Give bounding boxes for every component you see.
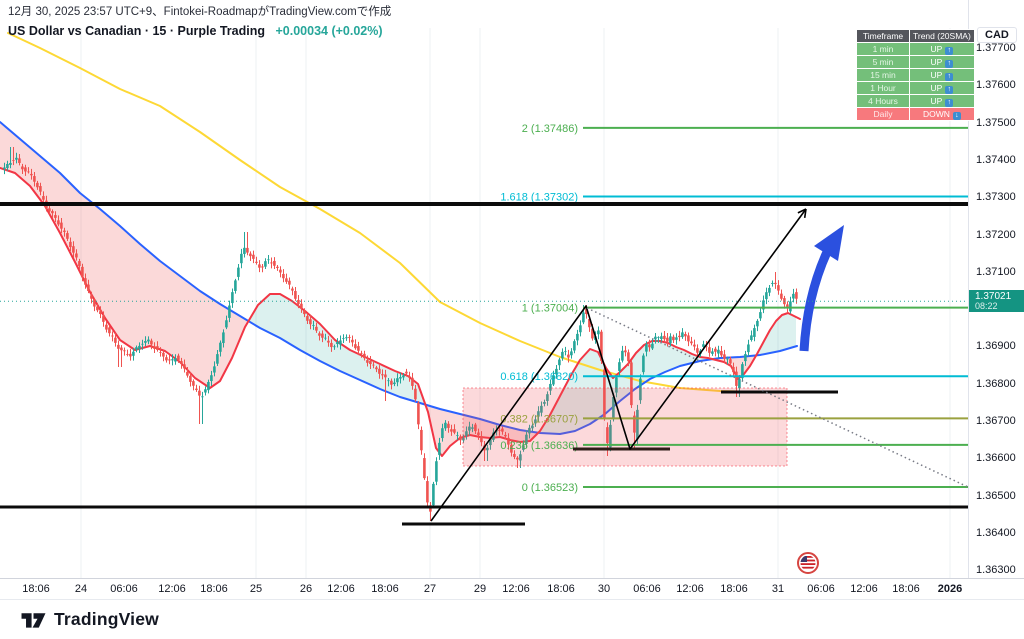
symbol-header: US Dollar vs Canadian · 15 · Purple Trad… [8, 24, 383, 38]
time-axis-label: 12:06 [158, 583, 186, 595]
trend-cell: DOWN ↓ [909, 107, 975, 121]
ma-mid-blue-line [0, 121, 798, 435]
time-axis-label: 06:06 [633, 583, 661, 595]
trend-table-header-row: Timeframe Trend (20SMA) [856, 29, 975, 43]
economic-event-icon [797, 552, 819, 574]
up-arrow-icon: ↑ [945, 60, 954, 68]
time-axis[interactable]: 18:06 24 06:06 12:06 18:06 25 26 12:06 18:06 27 29… [0, 578, 1024, 600]
timeframe-cell: Daily [856, 107, 910, 121]
currency-label: CAD [977, 27, 1017, 43]
moving-averages [0, 32, 803, 457]
price-axis-label: 1.36400 [976, 526, 1016, 539]
time-axis-label: 30 [597, 583, 611, 595]
up-arrow-icon: ↑ [945, 99, 954, 107]
time-axis-label: 24 [74, 583, 88, 595]
bar-countdown: 08:22 [975, 301, 998, 312]
time-axis-label: 18:06 [200, 583, 228, 595]
price-axis-label: 1.37700 [976, 42, 1016, 54]
fib-level-label: 2 (1.37486) [522, 123, 578, 135]
time-axis-label: 29 [473, 583, 487, 595]
trend-table-row: Daily DOWN ↓ [856, 107, 975, 121]
timeframe-cell: 1 Hour [856, 81, 910, 95]
timeframe-cell: 4 Hours [856, 94, 910, 108]
time-axis-label: 18:06 [892, 583, 920, 595]
trend-projection-lines [430, 208, 968, 522]
fib-retracement: 2 (1.37486) 1.618 (1.37302) 1 (1.37004) 0.6… [500, 123, 968, 494]
price-axis-label: 1.37500 [976, 116, 1016, 129]
fib-level-label: 1 (1.37004) [522, 303, 578, 315]
time-axis-label: 06:06 [110, 583, 138, 595]
tradingview-logo[interactable]: TradingView [20, 608, 159, 631]
symbol-title[interactable]: US Dollar vs Canadian · 15 · Purple Trad… [8, 24, 266, 38]
tradingview-logo-icon [21, 613, 46, 628]
blue-up-arrow [799, 225, 844, 352]
current-price-badge: 1.37021 08:22 [969, 290, 1024, 313]
bottom-bar: TradingView [0, 600, 1024, 639]
time-axis-label: 06:06 [807, 583, 835, 595]
timeframe-cell: 15 min [856, 68, 910, 82]
trend-table-header-cell: Trend (20SMA) [909, 29, 975, 43]
ma-fast-red-line [0, 167, 801, 457]
highlight-box [462, 387, 788, 467]
price-axis[interactable]: CAD 1.37700 1.37600 1.37500 1.37400 1.37300 1… [968, 0, 1024, 600]
timeframe-cell: 5 min [856, 55, 910, 69]
time-axis-label: 18:06 [547, 583, 575, 595]
price-axis-label: 1.36300 [976, 564, 1016, 577]
trend-table-row: 5 min UP ↑ [856, 55, 975, 69]
ma-slow-yellow-line [7, 32, 803, 393]
trend-table-body: Timeframe Trend (20SMA) 1 min UP ↑ 5 min UP ↑ 15… [856, 29, 975, 121]
trend-cell: UP ↑ [909, 42, 975, 56]
trend-cell: UP ↑ [909, 55, 975, 69]
fib-level-label: 0.382 (1.36707) [500, 413, 578, 425]
trend-cell: UP ↑ [909, 81, 975, 95]
price-axis-label: 1.36500 [976, 489, 1016, 502]
time-axis-label: 12:06 [676, 583, 704, 595]
time-axis-label: 31 [771, 583, 785, 595]
up-arrow-icon: ↑ [945, 73, 954, 81]
down-arrow-icon: ↓ [952, 112, 961, 120]
price-axis-label: 1.37400 [976, 153, 1016, 166]
fib-level-label: 0 (1.36523) [522, 482, 578, 494]
time-axis-label: 25 [249, 583, 263, 595]
attribution-text: 12月 30, 2025 23:57 UTC+9、Fintokei-Roadma… [8, 6, 392, 18]
time-axis-label: 27 [423, 583, 437, 595]
time-axis-label: 2026 [937, 583, 963, 595]
time-axis-label: 18:06 [371, 583, 399, 595]
fib-level-label: 0.618 (1.36820) [500, 371, 578, 383]
trend-table-row: 1 Hour UP ↑ [856, 81, 975, 95]
chart-canvas[interactable]: 2 (1.37486) 1.618 (1.37302) 1 (1.37004) 0.6… [0, 0, 968, 600]
time-axis-label: 12:06 [327, 583, 355, 595]
trend-table-row: 4 Hours UP ↑ [856, 94, 975, 108]
fib-level-label: 1.618 (1.37302) [500, 191, 578, 203]
trend-table-row: 15 min UP ↑ [856, 68, 975, 82]
time-axis-label: 18:06 [720, 583, 748, 595]
up-arrow-icon: ↑ [945, 86, 954, 94]
grid-lines [80, 28, 951, 578]
price-change: +0.00034 (+0.02%) [275, 24, 383, 38]
price-axis-label: 1.37200 [976, 228, 1016, 241]
time-axis-label: 12:06 [850, 583, 878, 595]
price-axis-label: 1.36700 [976, 415, 1016, 427]
price-axis-label: 1.37100 [976, 265, 1016, 278]
price-axis-label: 1.36800 [976, 377, 1016, 390]
trend-table-row: 1 min UP ↑ [856, 42, 975, 56]
time-axis-label: 18:06 [22, 583, 50, 595]
trend-cell: UP ↑ [909, 94, 975, 108]
trend-summary-table: Timeframe Trend (20SMA) 1 min UP ↑ 5 min UP ↑ 15… [856, 29, 975, 121]
current-price-value: 1.37021 [975, 291, 1012, 303]
price-axis-label: 1.37600 [976, 79, 1016, 92]
up-arrow-icon: ↑ [945, 47, 954, 55]
price-axis-label: 1.36600 [976, 452, 1016, 465]
time-axis-label: 26 [299, 583, 313, 595]
tradingview-logo-text: TradingView [54, 609, 159, 629]
price-axis-label: 1.36900 [976, 340, 1016, 353]
price-axis-label: 1.37300 [976, 191, 1016, 204]
fib-level-label: 0.236 (1.36636) [500, 440, 578, 452]
timeframe-cell: 1 min [856, 42, 910, 56]
support-resistance-lines [0, 202, 968, 526]
time-axis-label: 12:06 [502, 583, 530, 595]
trend-cell: UP ↑ [909, 68, 975, 82]
trend-table-header-cell: Timeframe [856, 29, 910, 43]
